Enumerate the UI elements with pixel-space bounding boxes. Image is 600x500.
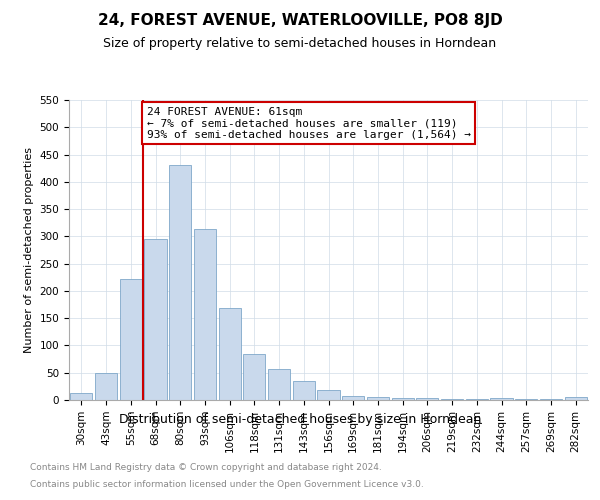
- Text: Contains public sector information licensed under the Open Government Licence v3: Contains public sector information licen…: [30, 480, 424, 489]
- Y-axis label: Number of semi-detached properties: Number of semi-detached properties: [24, 147, 34, 353]
- Bar: [317, 390, 340, 400]
- Text: Distribution of semi-detached houses by size in Horndean: Distribution of semi-detached houses by …: [119, 412, 481, 426]
- Bar: [145, 239, 167, 400]
- Bar: [95, 372, 117, 400]
- Text: 24 FOREST AVENUE: 61sqm
← 7% of semi-detached houses are smaller (119)
93% of se: 24 FOREST AVENUE: 61sqm ← 7% of semi-det…: [147, 106, 471, 140]
- Bar: [169, 166, 191, 400]
- Bar: [243, 354, 265, 400]
- Bar: [218, 308, 241, 400]
- Bar: [268, 369, 290, 400]
- Bar: [565, 398, 587, 400]
- Bar: [441, 399, 463, 400]
- Bar: [293, 381, 315, 400]
- Bar: [194, 230, 216, 400]
- Bar: [416, 398, 439, 400]
- Text: 24, FOREST AVENUE, WATERLOOVILLE, PO8 8JD: 24, FOREST AVENUE, WATERLOOVILLE, PO8 8J…: [98, 12, 502, 28]
- Bar: [342, 396, 364, 400]
- Bar: [367, 396, 389, 400]
- Bar: [490, 398, 512, 400]
- Text: Size of property relative to semi-detached houses in Horndean: Size of property relative to semi-detach…: [103, 38, 497, 51]
- Text: Contains HM Land Registry data © Crown copyright and database right 2024.: Contains HM Land Registry data © Crown c…: [30, 462, 382, 471]
- Bar: [70, 394, 92, 400]
- Bar: [392, 398, 414, 400]
- Bar: [119, 279, 142, 400]
